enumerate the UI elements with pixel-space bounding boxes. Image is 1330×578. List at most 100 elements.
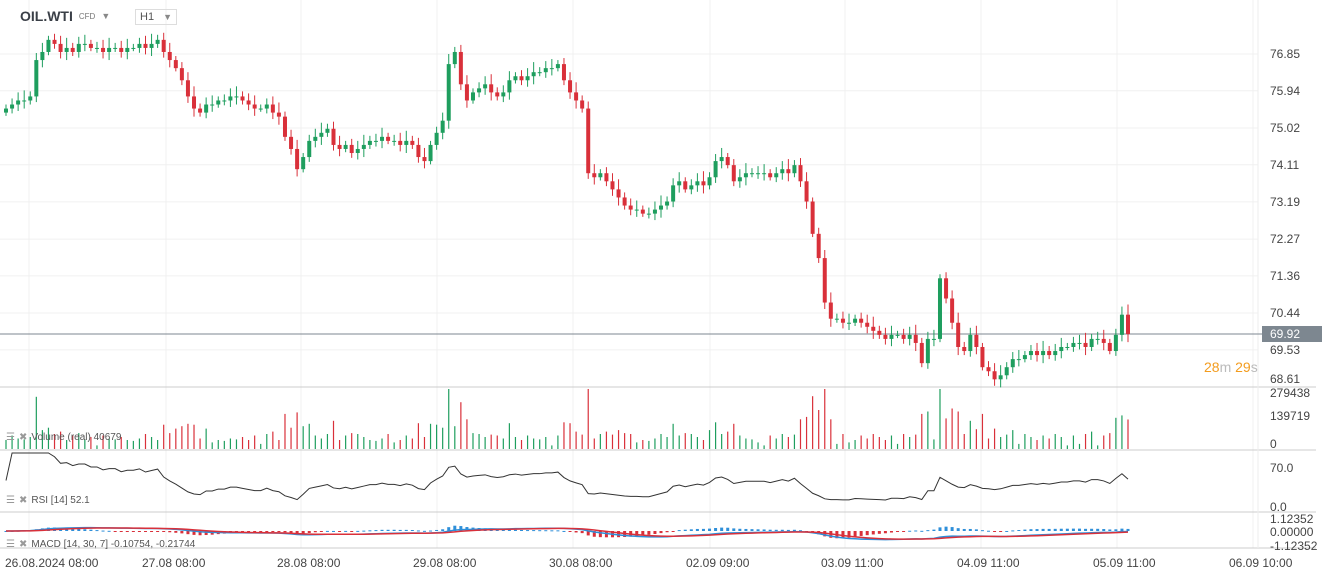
candle-body — [525, 76, 530, 81]
price-axis-label: 69.53 — [1270, 342, 1301, 357]
candle-body — [167, 51, 172, 61]
candle-body — [1059, 346, 1064, 352]
candle-body — [907, 334, 912, 339]
candle-body — [834, 318, 839, 320]
candle-body — [707, 177, 712, 186]
candle-body — [428, 144, 433, 162]
macd-histogram-bar — [186, 531, 190, 535]
macd-histogram-bar — [598, 531, 602, 538]
close-icon[interactable]: ✖ — [18, 539, 28, 550]
candle-body — [871, 326, 876, 331]
macd-histogram-bar — [841, 531, 845, 539]
candle-body — [470, 92, 475, 101]
macd-histogram-bar — [762, 529, 766, 531]
candle-body — [622, 197, 627, 206]
macd-histogram-bar — [792, 529, 796, 531]
macd-histogram-bar — [859, 531, 863, 536]
candle-body — [319, 132, 324, 137]
macd-histogram-bar — [1029, 529, 1033, 531]
macd-histogram-bar — [344, 530, 348, 532]
candle-body — [677, 181, 682, 186]
candle-body — [94, 47, 99, 49]
macd-histogram-bar — [95, 530, 99, 532]
candle-body — [416, 144, 421, 158]
candle-body — [404, 140, 409, 145]
macd-histogram-bar — [889, 531, 893, 533]
settings-icon[interactable]: ☰ — [6, 539, 15, 550]
candle-body — [798, 165, 803, 182]
rsi-line — [5, 452, 1129, 501]
macd-histogram-bar — [659, 531, 663, 534]
symbol-selector[interactable]: OIL.WTI CFD ▼ — [20, 8, 110, 24]
candle-body — [137, 43, 142, 48]
macd-histogram-bar — [368, 530, 372, 532]
macd-histogram-bar — [259, 531, 263, 532]
close-icon[interactable]: ✖ — [18, 432, 28, 443]
macd-histogram-bar — [950, 527, 954, 531]
candle-body — [1089, 338, 1094, 347]
candle-body — [10, 104, 15, 109]
candle-body — [671, 185, 676, 202]
candle-body — [355, 148, 360, 154]
candle-body — [161, 39, 166, 52]
candle-body — [477, 88, 482, 93]
macd-axis-label: -1.12352 — [1270, 539, 1318, 553]
candle-body — [828, 302, 833, 319]
macd-histogram-bar — [562, 530, 566, 532]
macd-histogram-bar — [738, 528, 742, 531]
candle-body — [228, 96, 233, 101]
candle-body — [774, 173, 779, 178]
candle-body — [349, 144, 354, 154]
macd-histogram-bar — [101, 530, 105, 532]
candle-body — [786, 169, 791, 174]
macd-histogram-bar — [1102, 529, 1106, 531]
candle-body — [646, 213, 651, 215]
candle-body — [519, 76, 524, 81]
candle-body — [1028, 351, 1033, 356]
candle-body — [701, 181, 706, 186]
settings-icon[interactable]: ☰ — [6, 495, 15, 506]
macd-histogram-bar — [635, 531, 639, 537]
candle-body — [756, 173, 761, 175]
candle-body — [974, 334, 979, 347]
macd-histogram-bar — [768, 529, 772, 531]
macd-histogram-bar — [526, 530, 530, 532]
x-axis-label: 27.08 08:00 — [142, 556, 206, 570]
candle-body — [410, 140, 415, 145]
macd-histogram-bar — [1120, 528, 1124, 531]
close-icon[interactable]: ✖ — [18, 495, 28, 506]
candle-body — [52, 39, 57, 44]
chevron-down-icon[interactable]: ▼ — [101, 11, 111, 21]
candle-body — [82, 43, 87, 45]
macd-histogram-bar — [398, 529, 402, 531]
candle-body — [240, 96, 245, 101]
macd-histogram-bar — [695, 528, 699, 531]
candle-body — [695, 181, 700, 186]
macd-histogram-bar — [416, 530, 420, 532]
candle-body — [731, 165, 736, 182]
price-axis-label: 75.02 — [1270, 120, 1301, 135]
macd-histogram-bar — [168, 531, 172, 533]
candle-body — [107, 47, 112, 52]
candle-body — [968, 334, 973, 352]
candle-body — [1010, 359, 1015, 368]
macd-histogram-bar — [586, 531, 590, 536]
candle-body — [913, 334, 918, 343]
candle-body — [780, 169, 785, 174]
candle-body — [343, 144, 348, 149]
candle-body — [634, 209, 639, 211]
candle-body — [313, 136, 318, 141]
timeframe-select[interactable]: H1 ▼ — [135, 9, 177, 25]
candle-body — [810, 201, 815, 234]
settings-icon[interactable]: ☰ — [6, 432, 15, 443]
macd-histogram-bar — [429, 530, 433, 532]
macd-histogram-bar — [1114, 529, 1118, 531]
candle-body — [1101, 338, 1106, 343]
candle-body — [282, 116, 287, 137]
macd-histogram-bar — [277, 531, 281, 532]
macd-histogram-bar — [732, 528, 736, 531]
candle-body — [258, 108, 263, 110]
macd-histogram-bar — [980, 530, 984, 532]
chevron-down-icon: ▼ — [163, 12, 172, 22]
